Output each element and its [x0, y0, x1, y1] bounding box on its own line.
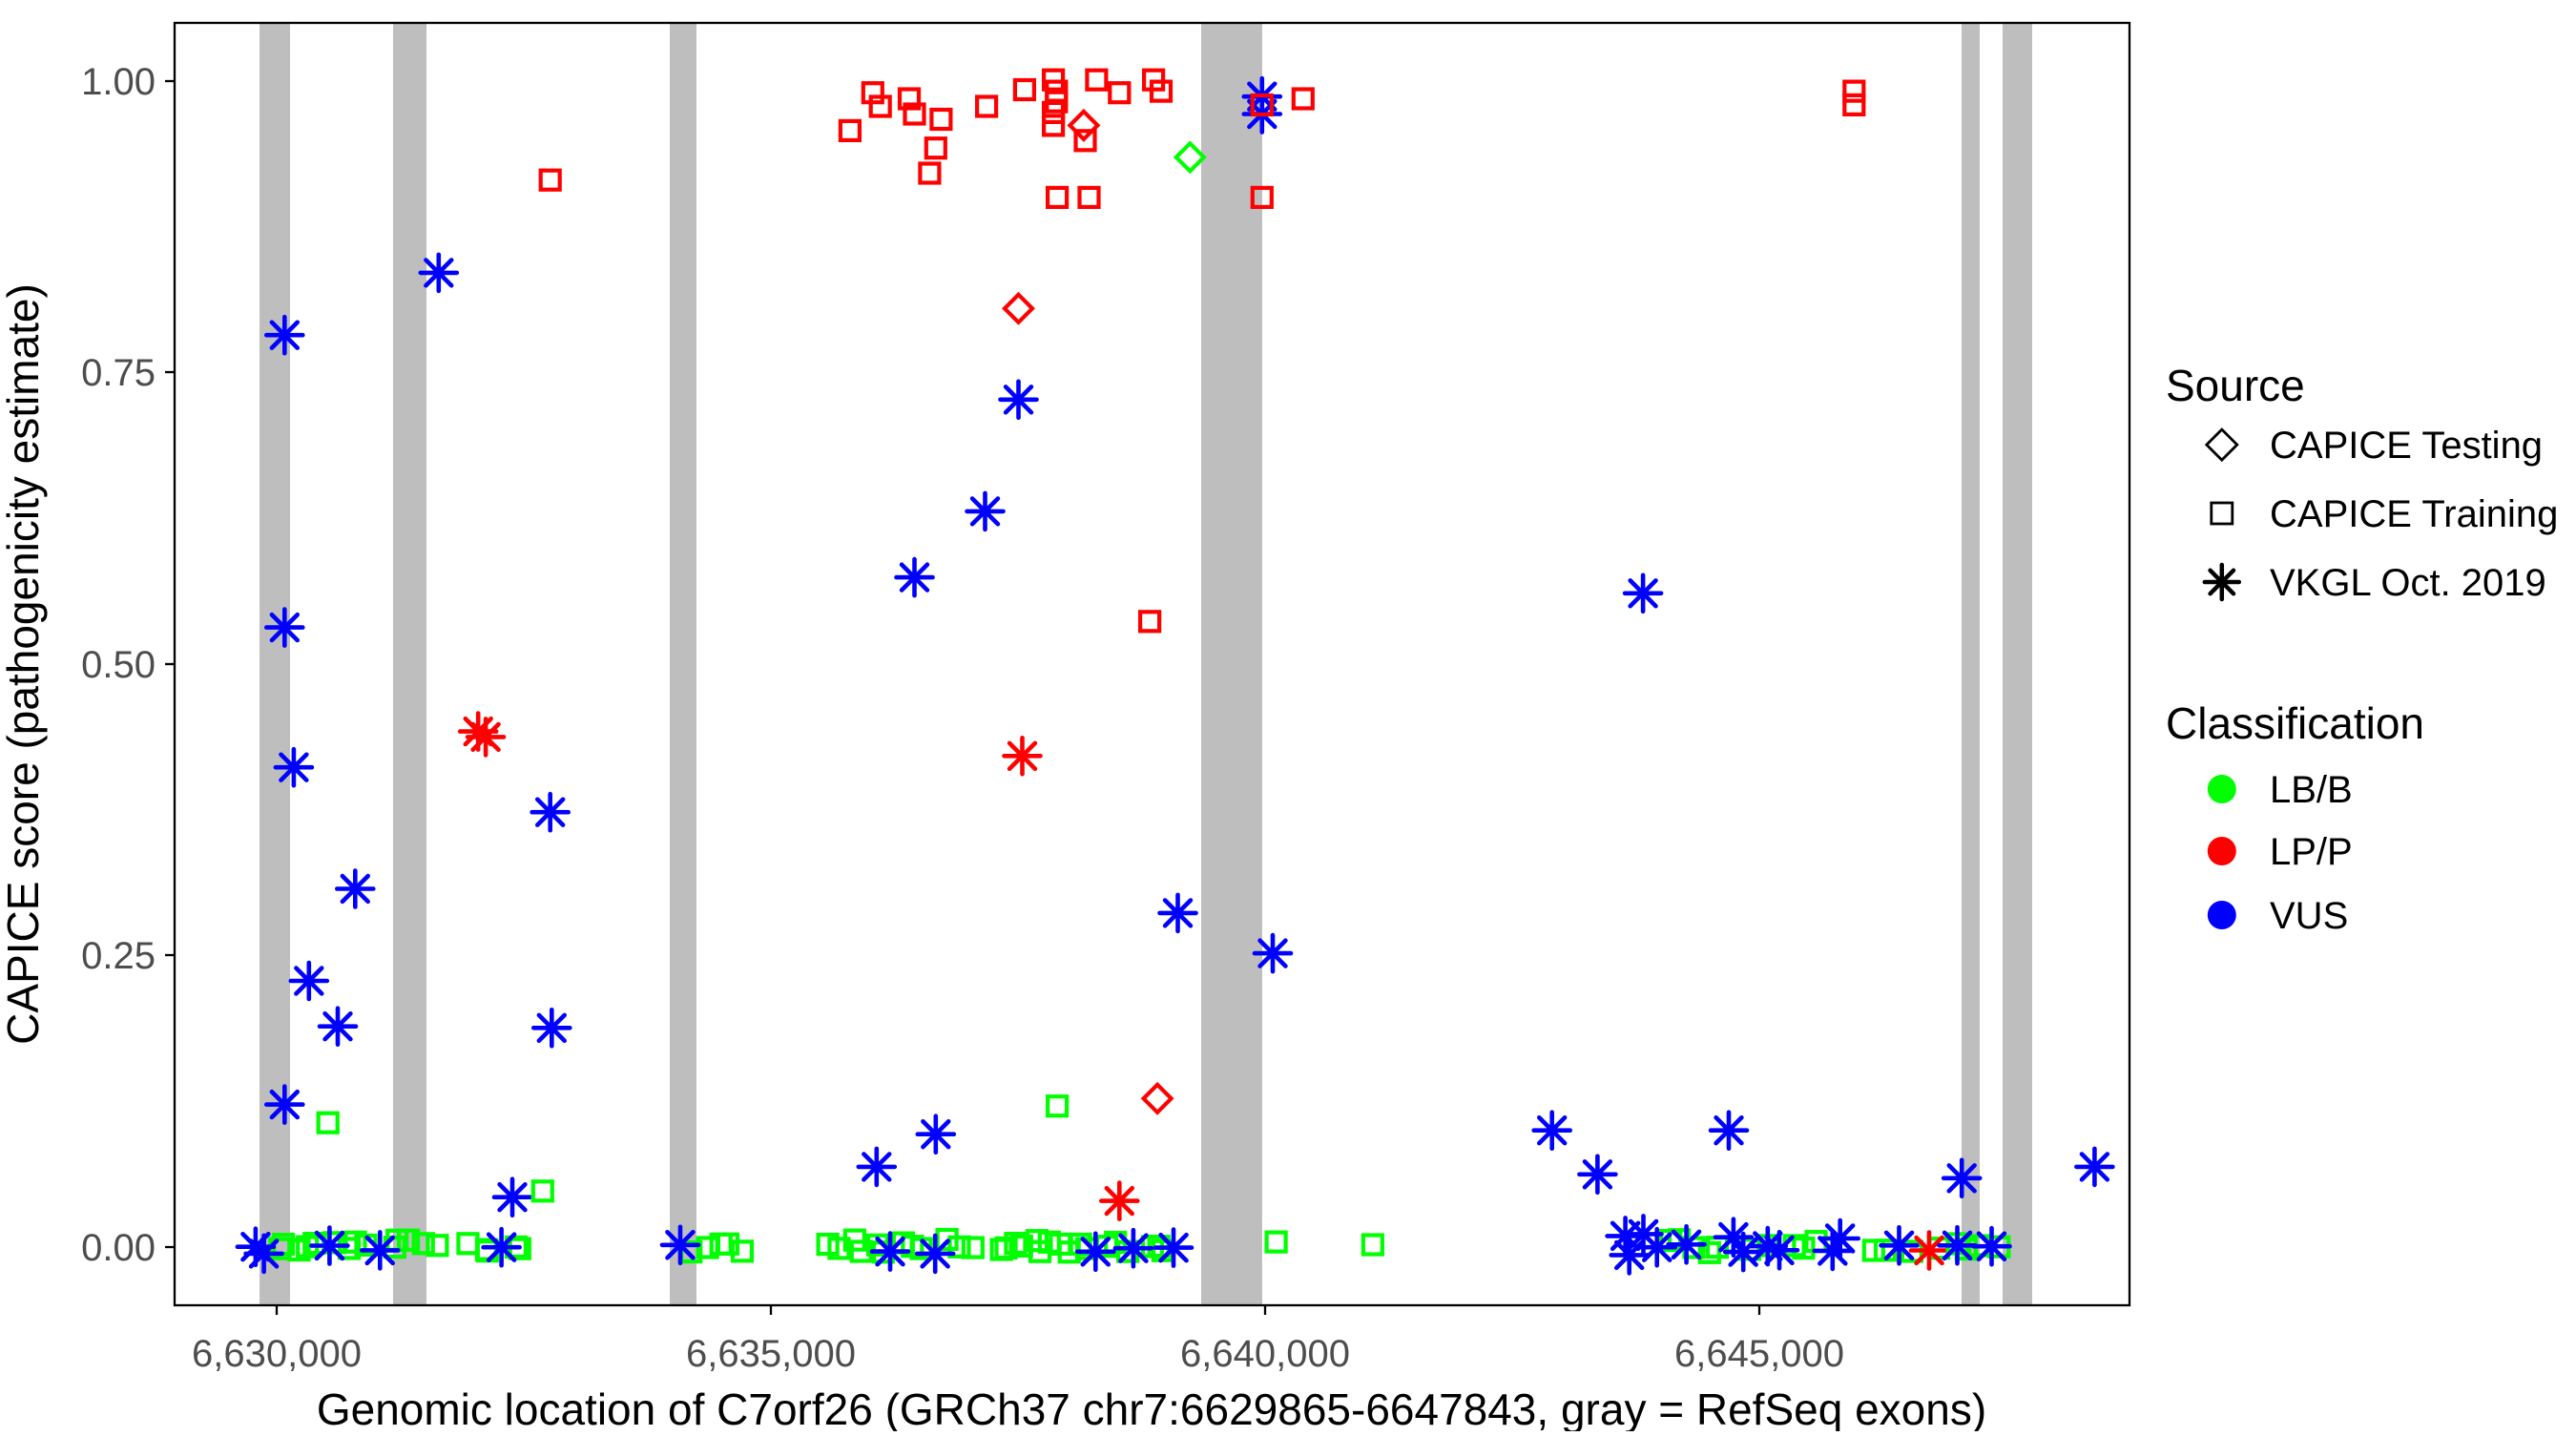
svg-text:Classification: Classification	[2166, 698, 2424, 748]
svg-text:CAPICE Testing: CAPICE Testing	[2270, 425, 2543, 467]
svg-text:6,635,000: 6,635,000	[686, 1333, 856, 1375]
svg-text:0.75: 0.75	[81, 352, 156, 394]
svg-text:Source: Source	[2166, 361, 2305, 410]
svg-text:VUS: VUS	[2270, 895, 2348, 937]
svg-text:0.50: 0.50	[81, 644, 156, 686]
svg-text:6,645,000: 6,645,000	[1674, 1333, 1844, 1375]
svg-text:LP/P: LP/P	[2270, 831, 2353, 873]
svg-text:CAPICE score (pathogenicity es: CAPICE score (pathogenicity estimate)	[0, 283, 48, 1045]
svg-text:0.25: 0.25	[81, 935, 156, 977]
svg-text:6,640,000: 6,640,000	[1180, 1333, 1350, 1375]
svg-text:CAPICE Training: CAPICE Training	[2270, 493, 2558, 535]
svg-text:1.00: 1.00	[81, 61, 156, 103]
svg-text:0.00: 0.00	[81, 1227, 156, 1269]
svg-text:LB/B: LB/B	[2270, 769, 2353, 811]
svg-text:Genomic location of C7orf26 (G: Genomic location of C7orf26 (GRCh37 chr7…	[317, 1384, 1986, 1431]
svg-text:6,630,000: 6,630,000	[192, 1333, 362, 1375]
svg-text:VKGL Oct. 2019: VKGL Oct. 2019	[2270, 562, 2546, 604]
